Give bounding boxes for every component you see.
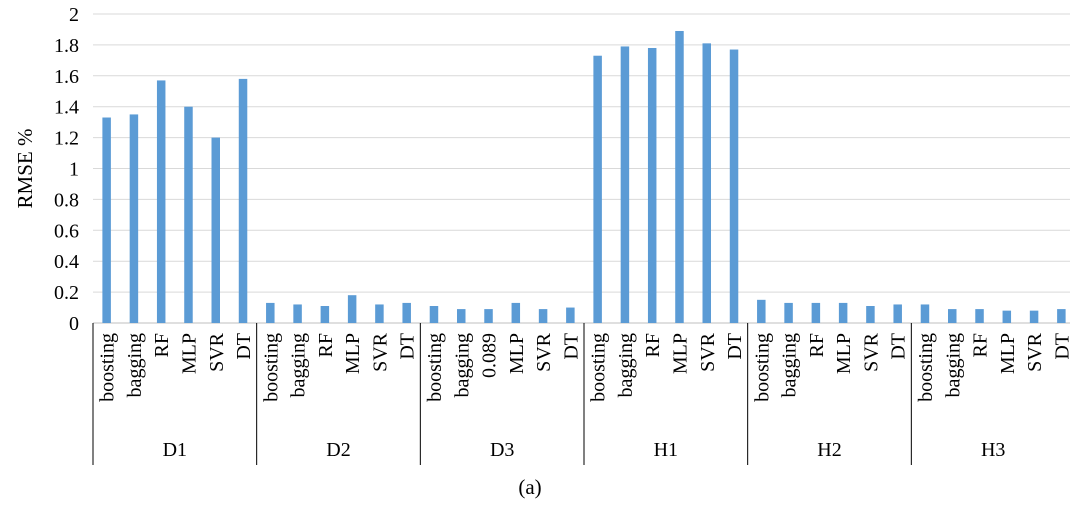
bar-D2-RF [320,306,330,323]
category-label: SVR [697,332,719,372]
category-label: bagging [615,333,637,397]
category-label: boosting [260,333,282,402]
y-axis-label: RMSE % [13,129,37,209]
bar-D1-MLP [184,106,193,323]
bar-D2-boosting [266,302,275,323]
bar-D3-SVR [538,309,548,323]
bar-D1-SVR [211,137,220,323]
bar-D3-bagging [457,309,466,323]
category-label: MLP [669,333,691,374]
bar-H3-DT [1057,309,1066,323]
group-label: D3 [490,439,514,461]
bar-D3-DT [566,307,575,323]
category-label: DT [888,333,910,360]
bar-H1-boosting [593,55,602,324]
bar-D2-MLP [347,295,357,323]
category-label: DT [724,333,746,360]
category-label: MLP [997,333,1019,374]
bar-D2-SVR [375,304,384,323]
category-label: MLP [506,333,528,374]
group-label: H1 [654,439,678,461]
category-label: bagging [779,333,801,397]
y-tick-label: 1.2 [54,128,79,150]
category-label: bagging [288,333,310,397]
category-label: boosting [97,333,119,402]
bar-D1-RF [156,80,166,323]
category-label: MLP [342,333,364,374]
category-label: SVR [860,332,882,372]
bar-H2-bagging [784,302,793,323]
category-label: DT [397,333,419,360]
category-label: MLP [833,333,855,374]
bar-H1-RF [647,47,657,324]
bar-H2-RF [811,302,821,323]
category-label: RF [806,333,828,357]
bar-D3-boosting [429,306,439,323]
group-label: D2 [326,439,350,461]
category-label: RF [315,333,337,357]
group-label: D1 [163,439,187,461]
category-label: RF [642,333,664,357]
y-tick-label: 1.8 [54,35,79,57]
bar-H1-MLP [675,30,684,324]
category-label: DT [560,333,582,360]
y-tick-label: 0.6 [54,220,79,242]
category-label: boosting [751,333,773,402]
group-label: H2 [817,439,841,461]
category-label: bagging [124,333,146,397]
category-label: RF [970,333,992,357]
category-label: DT [1051,333,1070,360]
bar-H3-bagging [948,309,957,323]
bar-H3-boosting [920,304,930,323]
bar-H1-bagging [620,46,630,323]
category-label: boosting [424,333,446,402]
bar-H2-DT [893,304,902,323]
y-tick-label: 1 [69,159,79,181]
bar-H3-SVR [1029,310,1039,323]
category-label: boosting [588,333,610,402]
y-tick-label: 0.8 [54,189,79,211]
y-tick-label: 0.4 [54,251,79,273]
bar-H3-MLP [1002,310,1012,323]
category-label: boosting [915,333,937,402]
bar-D3-0.089 [484,309,493,323]
category-label: MLP [178,333,200,374]
bar-D2-DT [402,302,411,323]
bar-H1-SVR [702,43,711,323]
category-label: bagging [942,333,964,397]
category-label: bagging [451,333,473,397]
bar-H3-RF [975,309,984,323]
category-label: SVR [369,332,391,372]
bar-D3-MLP [511,302,521,323]
y-tick-label: 0 [69,313,79,335]
bar-D1-boosting [102,117,111,323]
y-tick-label: 1.6 [54,66,79,88]
category-label: DT [233,333,255,360]
bar-D1-DT [238,78,248,323]
figure-caption: (a) [518,475,541,499]
category-label: SVR [1024,332,1046,372]
category-label: 0.089 [479,333,501,378]
y-tick-label: 0.2 [54,282,79,304]
category-label: SVR [533,332,555,372]
bar-D2-bagging [293,304,302,323]
group-label: H3 [981,439,1005,461]
bar-H2-SVR [866,306,875,323]
bar-H2-MLP [838,302,848,323]
y-tick-label: 1.4 [54,97,79,119]
bar-H1-DT [729,49,739,323]
bar-D1-bagging [129,114,139,323]
bar-H2-boosting [757,299,766,323]
category-label: RF [151,333,173,357]
category-label: SVR [206,332,228,372]
y-tick-label: 2 [69,4,79,26]
